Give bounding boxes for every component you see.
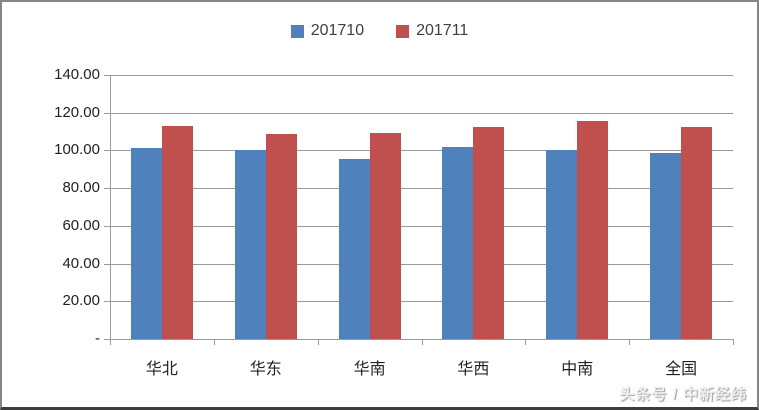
legend-label-series-2: 201711 xyxy=(416,22,469,39)
legend-swatch-series-1 xyxy=(290,24,304,38)
gridline xyxy=(110,225,733,227)
y-axis-label: 20.00 xyxy=(62,292,100,310)
gridline xyxy=(110,112,733,114)
y-axis-tick xyxy=(104,225,110,227)
x-axis-label: 华南 xyxy=(353,361,386,378)
x-axis-label: 中南 xyxy=(561,361,594,378)
bar-201711-全国 xyxy=(681,127,713,339)
legend-item-series-1: 201710 xyxy=(290,22,365,40)
bar-201711-中南 xyxy=(577,121,609,339)
x-axis-label: 全国 xyxy=(665,361,698,378)
bar-201711-华西 xyxy=(473,127,505,339)
legend-item-series-2: 201711 xyxy=(396,22,468,40)
bar-201711-华东 xyxy=(265,134,297,339)
watermark: 头条号 / 中新经纬 xyxy=(619,386,747,403)
y-axis-tick xyxy=(104,150,110,152)
y-axis-label: 40.00 xyxy=(62,254,100,272)
x-axis-label: 华东 xyxy=(249,361,282,378)
y-axis-label: 80.00 xyxy=(62,179,100,197)
x-axis-tick xyxy=(317,339,319,345)
x-axis-label: 华北 xyxy=(145,361,178,378)
x-axis-tick xyxy=(733,339,734,345)
x-axis-label: 华西 xyxy=(457,361,490,378)
y-axis-label: 140.00 xyxy=(54,66,100,83)
bar-201710-华南 xyxy=(338,158,370,339)
x-axis-tick xyxy=(421,339,423,345)
gridline xyxy=(110,301,733,303)
y-axis-tick xyxy=(104,339,110,340)
gridline xyxy=(110,263,733,265)
y-axis-tick xyxy=(104,301,110,303)
gridline xyxy=(110,75,733,76)
x-axis-tick xyxy=(525,339,527,345)
y-axis-tick xyxy=(104,188,110,190)
x-axis-tick xyxy=(110,339,111,345)
bar-201710-华西 xyxy=(442,147,474,339)
legend: 201710 201711 xyxy=(2,22,757,40)
y-axis-line xyxy=(110,75,111,339)
bar-201710-华北 xyxy=(130,147,162,339)
legend-swatch-series-2 xyxy=(396,24,410,38)
bar-201711-华南 xyxy=(369,133,401,339)
y-axis-label: 60.00 xyxy=(62,216,100,234)
gridline xyxy=(110,188,733,190)
bar-201711-华北 xyxy=(161,126,193,339)
bar-201710-全国 xyxy=(650,153,682,339)
bar-201710-中南 xyxy=(546,150,578,339)
y-axis-label: - xyxy=(95,330,100,347)
y-axis-label: 100.00 xyxy=(54,141,100,159)
y-axis-tick xyxy=(104,75,110,76)
x-axis-tick xyxy=(629,339,631,345)
y-axis-label: 120.00 xyxy=(54,103,100,121)
bar-201710-华东 xyxy=(234,150,266,339)
y-axis-tick xyxy=(104,263,110,265)
gridline xyxy=(110,150,733,152)
y-axis-tick xyxy=(104,112,110,114)
x-axis-tick xyxy=(213,339,215,345)
legend-label-series-1: 201710 xyxy=(310,22,365,39)
